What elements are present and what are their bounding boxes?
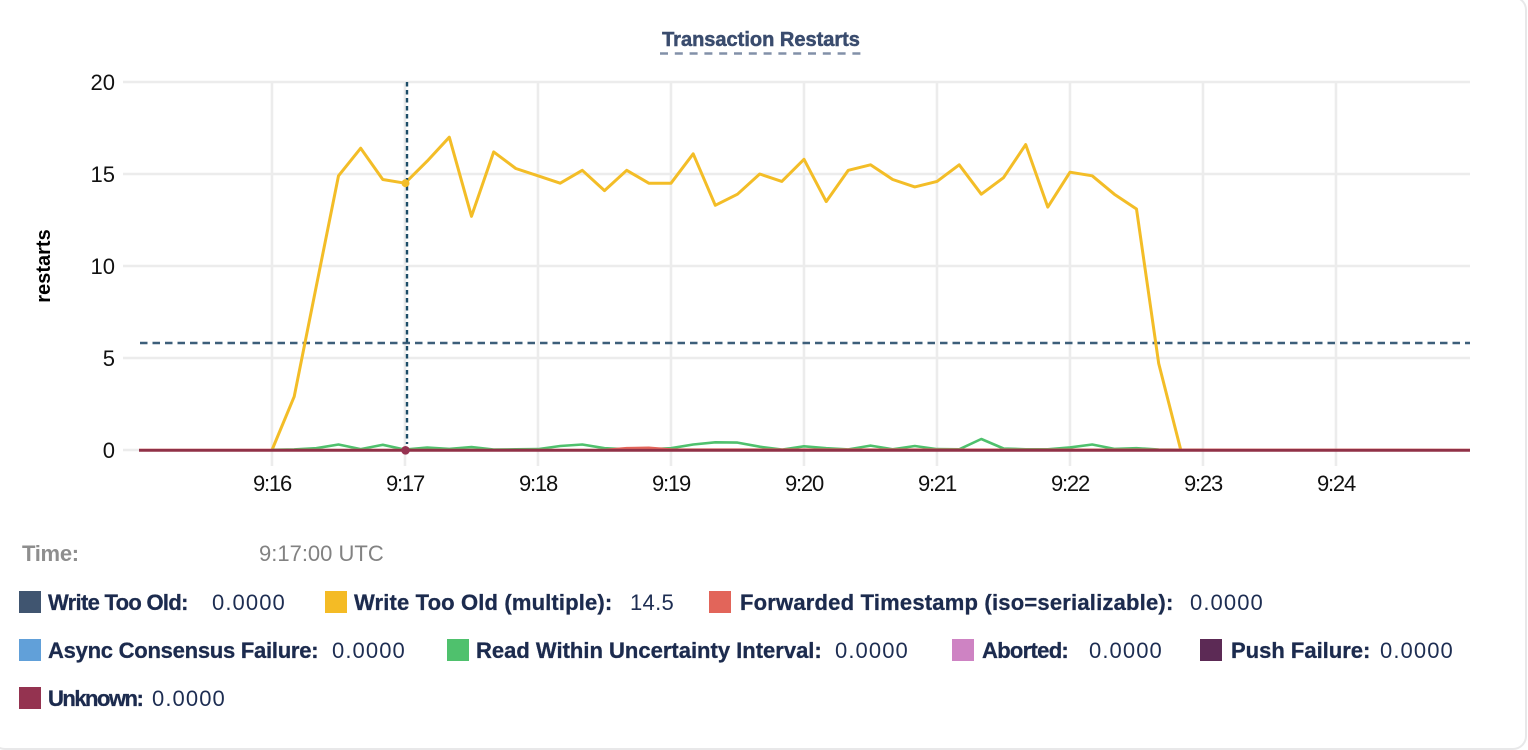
svg-text:9:18: 9:18 bbox=[519, 471, 558, 496]
svg-text:9:16: 9:16 bbox=[253, 471, 292, 496]
svg-text:0: 0 bbox=[103, 438, 115, 463]
svg-text:9:20: 9:20 bbox=[785, 471, 824, 496]
svg-text:9:22: 9:22 bbox=[1051, 471, 1090, 496]
svg-text:restarts: restarts bbox=[33, 229, 55, 302]
svg-text:9:21: 9:21 bbox=[918, 471, 957, 496]
svg-text:20: 20 bbox=[91, 70, 115, 95]
svg-text:9:24: 9:24 bbox=[1317, 471, 1356, 496]
svg-text:9:19: 9:19 bbox=[652, 471, 691, 496]
svg-text:15: 15 bbox=[91, 162, 115, 187]
svg-text:9:17: 9:17 bbox=[386, 471, 425, 496]
svg-text:5: 5 bbox=[103, 346, 115, 371]
svg-text:9:23: 9:23 bbox=[1184, 471, 1223, 496]
svg-text:10: 10 bbox=[91, 254, 115, 279]
